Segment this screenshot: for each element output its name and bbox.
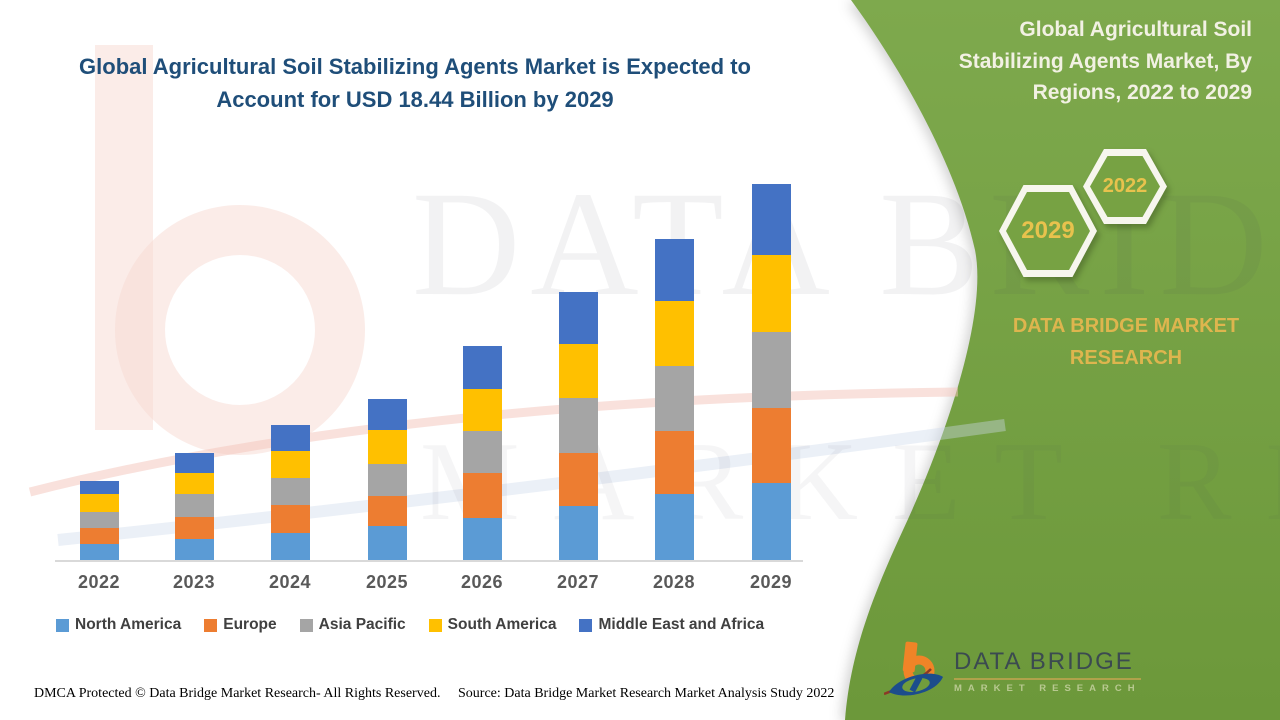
bar-segment-north-america-2029	[751, 482, 791, 560]
bar-segment-middle-east-and-africa-2029	[751, 183, 791, 256]
bar-segment-middle-east-and-africa-2023	[174, 453, 214, 474]
bar-segment-south-america-2029	[751, 255, 791, 332]
bar-segment-north-america-2026	[462, 518, 502, 560]
bar-segment-south-america-2026	[462, 388, 502, 431]
hexagon-border: 2022	[1083, 149, 1167, 224]
legend-label-north-america: North America	[75, 616, 182, 633]
bar-segment-europe-2029	[751, 407, 791, 483]
bar-2022	[79, 480, 119, 560]
brand-wordmark: DATA BRIDGE MARKET RESEARCH	[1012, 315, 1240, 369]
bar-segment-europe-2023	[174, 516, 214, 539]
x-tick-label-2027: 2027	[556, 572, 600, 592]
bar-segment-asia-pacific-2027	[558, 398, 598, 453]
bar-segment-south-america-2023	[174, 473, 214, 495]
bar-2028	[654, 239, 694, 560]
bar-segment-asia-pacific-2022	[79, 511, 119, 529]
legend-item-europe: Europe	[204, 616, 277, 634]
bar-segment-south-america-2028	[654, 300, 694, 367]
bar-segment-middle-east-and-africa-2026	[462, 345, 502, 389]
x-tick-label-2023: 2023	[172, 572, 216, 592]
dmca-notice: DMCA Protected © Data Bridge Market Rese…	[34, 686, 441, 701]
bar-segment-south-america-2024	[270, 451, 310, 478]
logo-subtitle: MARKET RESEARCH	[954, 683, 1141, 694]
hexagon-badge-2022: 2022	[1083, 149, 1167, 224]
bar-2027	[558, 291, 598, 560]
bar-2024	[270, 425, 310, 560]
legend-item-middle-east-and-africa: Middle East and Africa	[579, 616, 764, 634]
data-bridge-logo: DATA BRIDGE MARKET RESEARCH	[884, 640, 1141, 700]
bar-segment-europe-2028	[654, 431, 694, 495]
hexagon-badge-2029: 2029	[999, 185, 1097, 277]
logo-leaf-slash	[909, 675, 923, 693]
chart-legend: North America Europe Asia Pacific South Ame…	[56, 616, 826, 634]
bar-segment-asia-pacific-2023	[174, 494, 214, 517]
legend-swatch-europe	[204, 618, 218, 632]
legend-item-south-america: South America	[428, 616, 557, 634]
legend-label-middle-east-and-africa: Middle East and Africa	[598, 616, 765, 633]
bar-segment-north-america-2024	[270, 532, 310, 560]
bar-segment-asia-pacific-2024	[270, 477, 310, 505]
bar-segment-north-america-2027	[558, 506, 598, 560]
legend-swatch-north-america	[56, 618, 69, 632]
chart-title: Global Agricultural Soil Stabilizing Age…	[79, 54, 751, 112]
bar-segment-middle-east-and-africa-2027	[558, 291, 598, 345]
legend-item-asia-pacific: Asia Pacific	[299, 616, 406, 634]
bar-2026	[462, 345, 502, 560]
bar-segment-middle-east-and-africa-2025	[367, 398, 407, 431]
bar-segment-middle-east-and-africa-2028	[654, 239, 694, 301]
bar-segment-north-america-2023	[174, 539, 214, 560]
x-tick-label-2024: 2024	[268, 572, 312, 592]
x-axis-line	[55, 560, 803, 562]
bar-segment-south-america-2025	[367, 430, 407, 465]
x-tick-label-2022: 2022	[77, 572, 121, 592]
x-tick-label-2025: 2025	[365, 572, 409, 592]
bar-segment-europe-2026	[462, 472, 502, 519]
hexagon-year-label: 2029	[1006, 192, 1090, 270]
data-bridge-logo-icon	[884, 641, 943, 696]
legend-swatch-asia-pacific	[299, 618, 313, 632]
bar-2025	[367, 398, 407, 560]
bar-segment-north-america-2025	[367, 526, 407, 560]
x-tick-label-2028: 2028	[652, 572, 696, 592]
bar-2023	[174, 453, 214, 560]
logo-text: DATA BRIDGE MARKET RESEARCH	[954, 648, 1141, 694]
bar-segment-asia-pacific-2025	[367, 464, 407, 496]
bar-segment-europe-2025	[367, 495, 407, 527]
bar-segment-middle-east-and-africa-2024	[270, 425, 310, 452]
x-tick-label-2029: 2029	[749, 572, 793, 592]
bar-segment-south-america-2022	[79, 494, 119, 512]
green-panel-shape	[845, 0, 1280, 720]
bar-segment-north-america-2022	[79, 544, 119, 560]
legend-label-south-america: South America	[447, 616, 557, 633]
legend-item-north-america: North America	[56, 616, 181, 634]
bar-segment-asia-pacific-2028	[654, 366, 694, 432]
bar-segment-middle-east-and-africa-2022	[79, 480, 119, 495]
panel-title: Global Agricultural Soil Stabilizing Age…	[958, 18, 1252, 104]
legend-label-europe: Europe	[223, 616, 277, 633]
x-tick-label-2026: 2026	[460, 572, 504, 592]
legend-label-asia-pacific: Asia Pacific	[318, 616, 406, 633]
bar-segment-asia-pacific-2026	[462, 430, 502, 473]
bar-segment-europe-2027	[558, 452, 598, 507]
legend-swatch-south-america	[428, 618, 442, 632]
bar-segment-europe-2022	[79, 528, 119, 545]
bar-segment-north-america-2028	[654, 494, 694, 560]
logo-name: DATA BRIDGE	[954, 648, 1141, 680]
bar-segment-europe-2024	[270, 504, 310, 533]
hexagon-year-label: 2022	[1090, 156, 1160, 217]
legend-swatch-middle-east-and-africa	[579, 618, 593, 632]
bar-segment-asia-pacific-2029	[751, 331, 791, 408]
bar-segment-south-america-2027	[558, 344, 598, 399]
source-note: Source: Data Bridge Market Research Mark…	[458, 686, 835, 701]
bar-2029	[751, 183, 791, 560]
